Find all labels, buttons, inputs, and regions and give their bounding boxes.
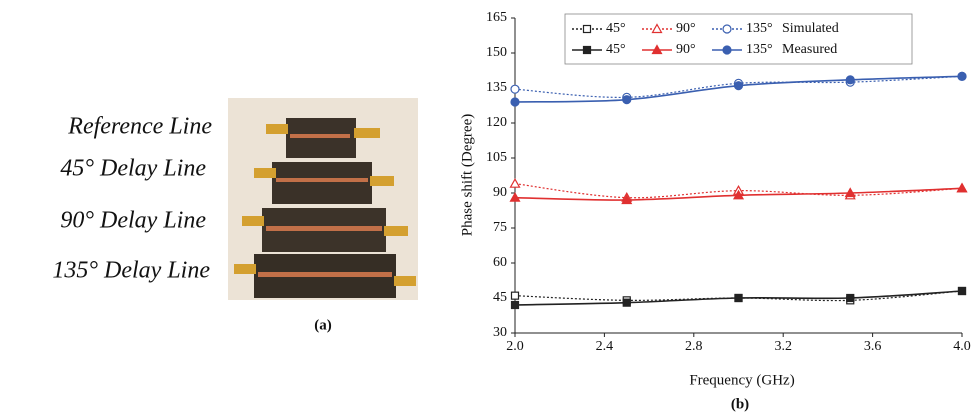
data-point: [622, 298, 631, 307]
x-tick-label: 3.2: [774, 339, 792, 354]
legend-label: 45°: [606, 21, 626, 36]
series-line: [514, 290, 963, 302]
legend-label: 45°: [606, 42, 626, 57]
photo: [228, 98, 418, 300]
data-point: [622, 95, 632, 105]
legend-marker: [722, 24, 732, 34]
x-tick-label: 4.0: [953, 339, 971, 354]
y-axis-label: Phase shift (Degree): [459, 114, 475, 236]
data-point: [510, 84, 520, 94]
legend-marker: [722, 45, 732, 55]
x-tick-label: 2.8: [685, 339, 703, 354]
y-tick-label: 105: [486, 150, 507, 165]
legend-marker: [582, 45, 592, 55]
data-point: [510, 300, 520, 310]
y-tick-label: 120: [486, 115, 507, 130]
photo-label: 135° Delay Line: [52, 258, 210, 284]
y-tick-label: 135: [486, 80, 507, 95]
legend-box: [564, 13, 913, 65]
caption: (b): [731, 396, 749, 412]
data-point: [957, 71, 967, 81]
y-tick-label: 60: [493, 255, 507, 270]
legend-group: Simulated: [782, 21, 839, 36]
data-point: [510, 291, 520, 300]
y-tick-label: 150: [486, 45, 507, 60]
x-tick-label: 3.6: [864, 339, 882, 354]
legend-label: 90°: [676, 21, 696, 36]
data-point: [846, 293, 855, 303]
y-tick-label: 165: [486, 10, 507, 25]
photo-label: 90° Delay Line: [60, 208, 206, 234]
y-tick-label: 90: [493, 185, 507, 200]
data-point: [734, 293, 743, 303]
data-point: [844, 187, 856, 198]
data-point: [510, 97, 520, 107]
photo-label: 45° Delay Line: [60, 156, 206, 182]
legend-marker: [582, 24, 592, 34]
caption: (a): [314, 317, 332, 333]
data-point: [732, 189, 745, 200]
legend-group: Measured: [782, 42, 837, 57]
legend-marker: [651, 44, 663, 55]
photo-label: Reference Line: [67, 114, 212, 140]
y-tick-label: 45: [493, 290, 507, 305]
data-point: [957, 286, 967, 296]
legend-label: 135°: [746, 21, 773, 36]
legend-label: 135°: [746, 42, 773, 57]
data-point: [845, 75, 855, 85]
y-tick-label: 30: [493, 325, 507, 340]
data-point: [621, 194, 633, 205]
data-point: [956, 182, 968, 193]
data-point: [509, 191, 521, 202]
legend-label: 90°: [676, 42, 696, 57]
x-tick-label: 2.4: [596, 339, 614, 354]
x-tick-label: 2.0: [506, 339, 524, 354]
y-tick-label: 75: [493, 220, 507, 235]
legend-marker: [651, 23, 663, 34]
data-point: [733, 81, 744, 91]
data-point: [509, 177, 521, 188]
x-axis-label: Frequency (GHz): [689, 372, 794, 388]
